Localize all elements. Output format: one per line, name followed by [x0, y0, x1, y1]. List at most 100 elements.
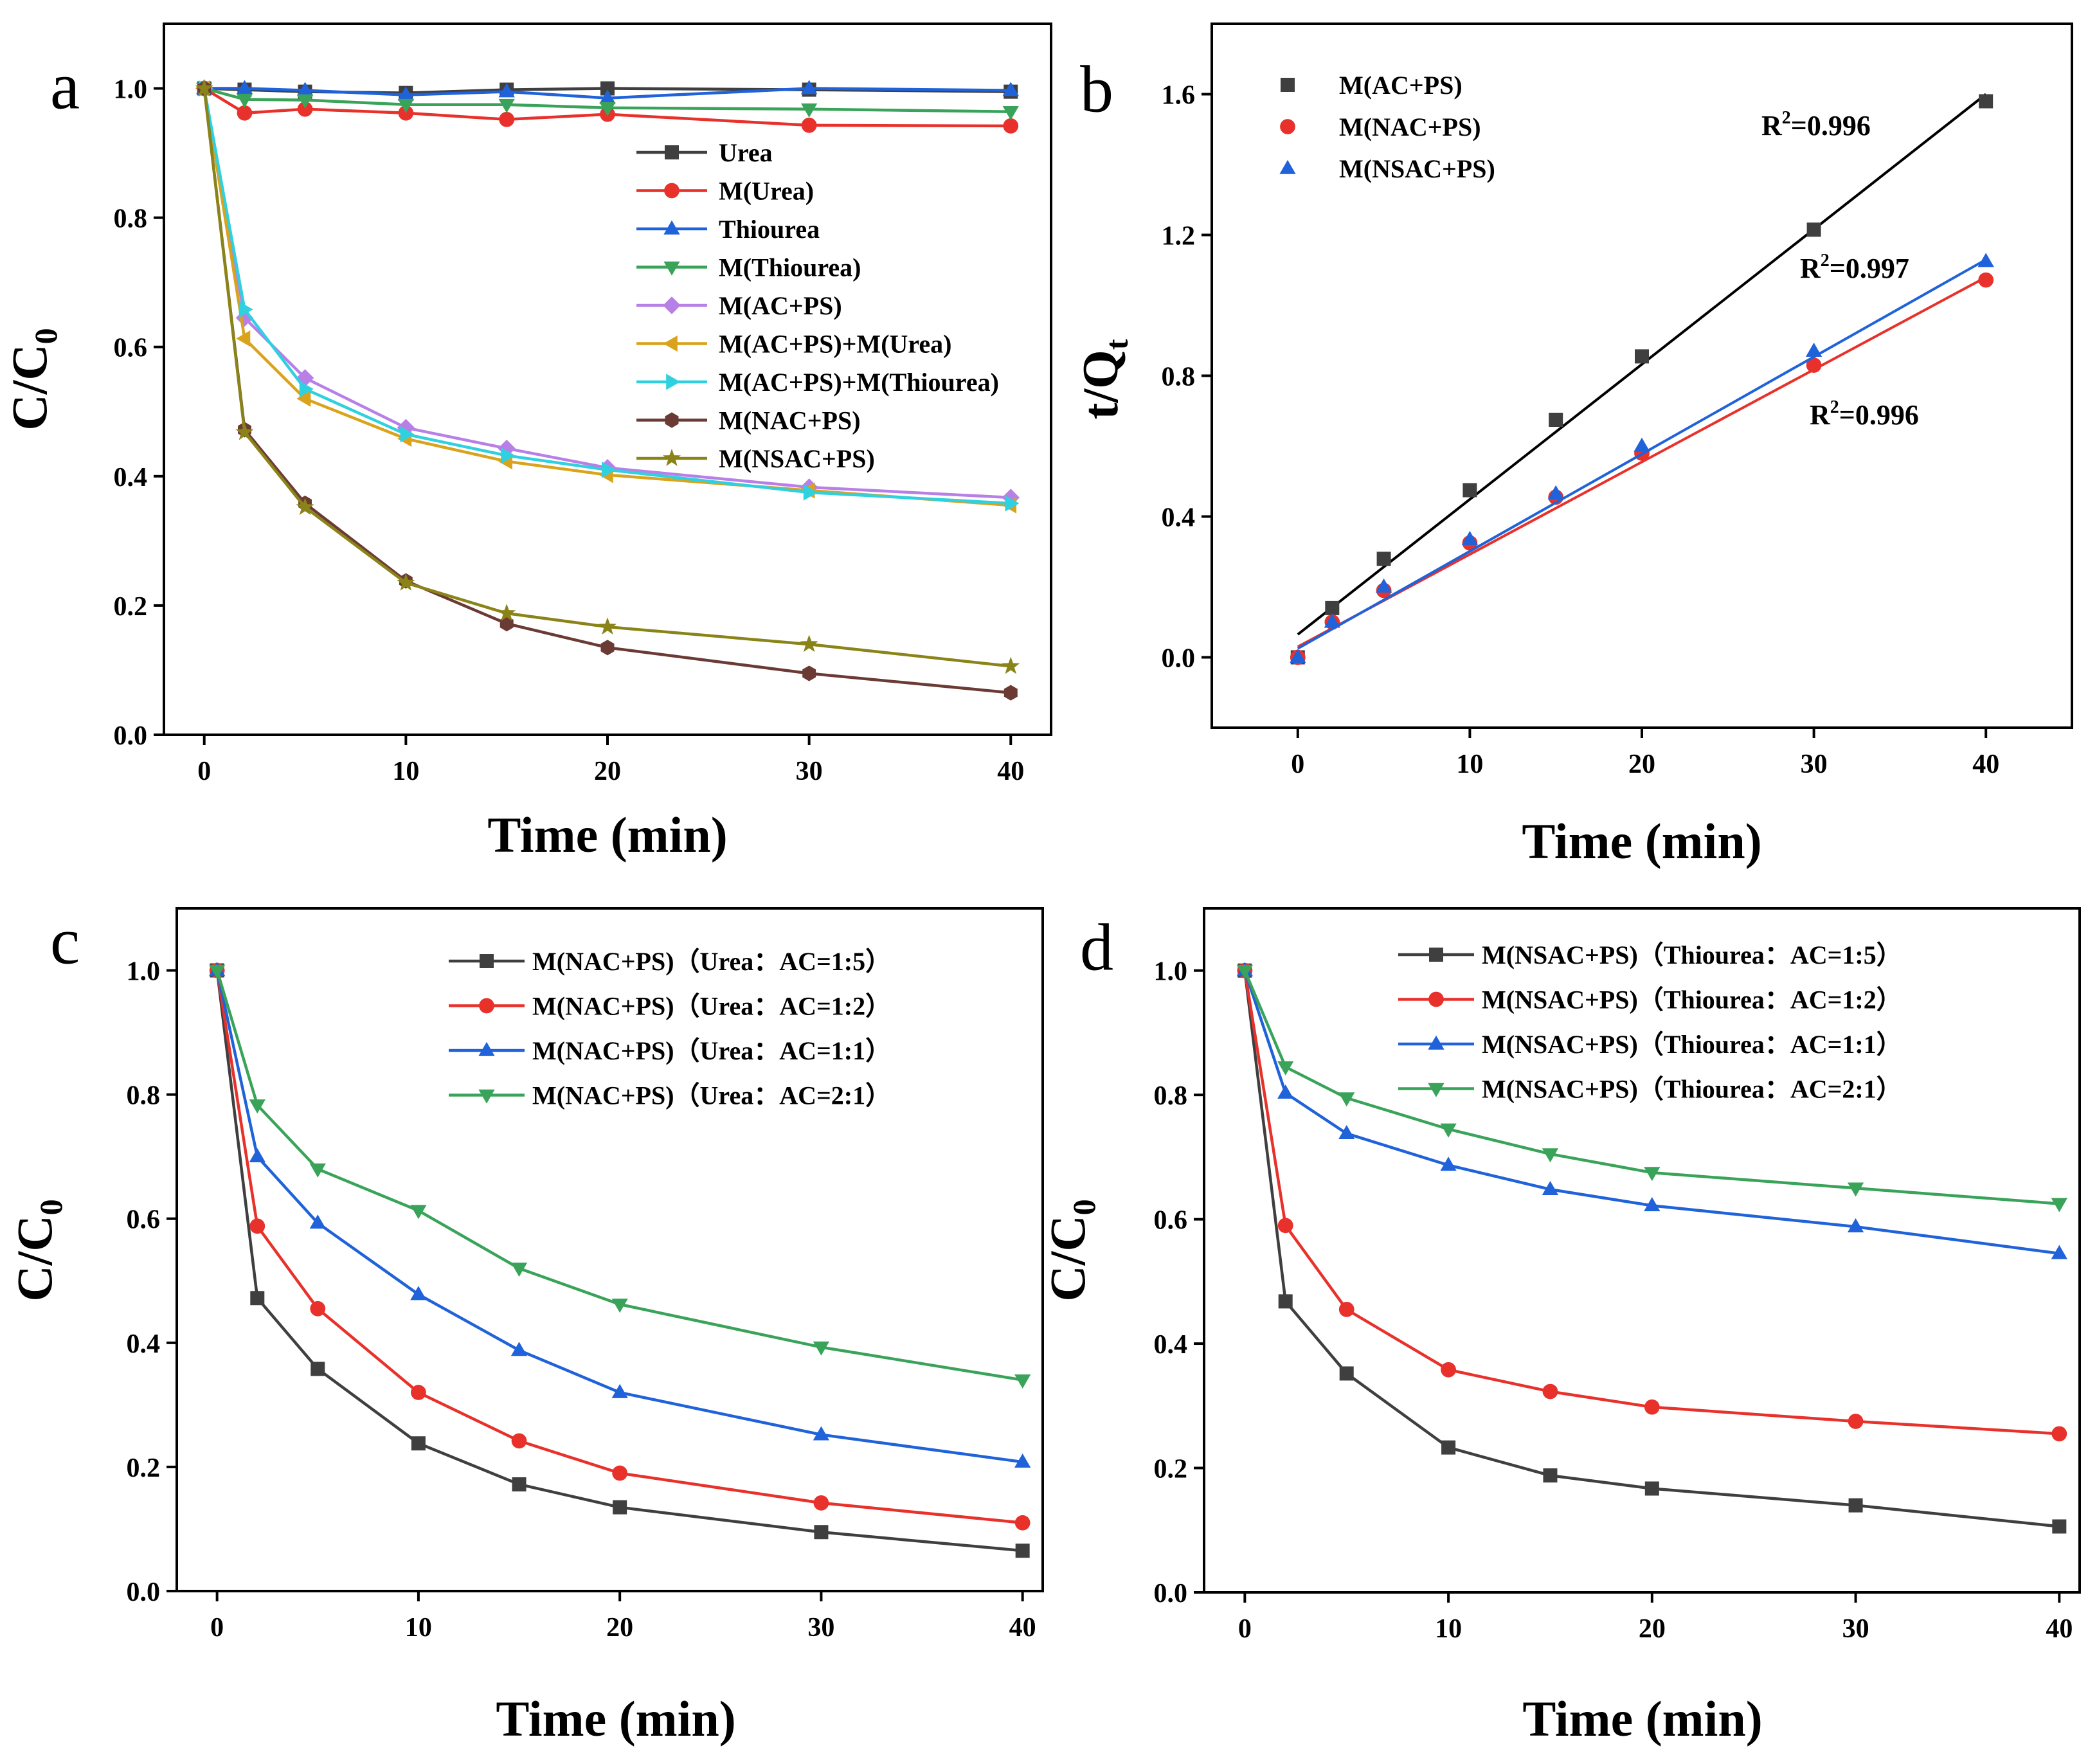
legend-item: M(Thiourea): [636, 253, 861, 282]
x-axis-title: Time (min): [496, 1691, 735, 1747]
y-tick-label: 0.0: [114, 721, 148, 751]
legend-marker: [665, 412, 679, 428]
legend-item: Urea: [636, 138, 773, 167]
data-point: [800, 634, 818, 652]
legend-item: M(NAC+PS)（Urea：AC=1:5）: [449, 947, 891, 976]
series-line: [1243, 970, 2060, 1528]
plot-area: [195, 78, 1020, 701]
y-tick-label: 0.6: [127, 1205, 161, 1235]
series-m-nac-ps-urea-ac-2-1: [209, 964, 1031, 1389]
legend-marker: [478, 1089, 495, 1104]
data-point: [1542, 1148, 1559, 1163]
x-tick-label: 40: [2046, 1614, 2073, 1644]
legend-label: M(NAC+PS)（Urea：AC=2:1）: [532, 1081, 891, 1110]
data-point: [498, 98, 515, 113]
legend-item: M(AC+PS): [1281, 71, 1462, 100]
data-point: [510, 1263, 528, 1277]
data-point: [1278, 1294, 1293, 1309]
series-line: [1243, 969, 2060, 1205]
plot-frame: [176, 907, 1044, 1592]
data-point: [1324, 613, 1340, 628]
legend-label: M(Thiourea): [719, 253, 861, 282]
data-point: [814, 1525, 829, 1540]
data-point: [1002, 82, 1019, 96]
data-point: [1542, 1181, 1559, 1196]
legend-marker: [1279, 159, 1296, 174]
legend-marker: [1428, 1035, 1444, 1050]
data-point: [613, 1500, 627, 1515]
data-point: [239, 301, 253, 318]
data-point: [411, 1436, 426, 1451]
y-tick-label: 0.4: [114, 463, 148, 492]
data-point: [296, 94, 314, 109]
legend-label: Thiourea: [719, 215, 820, 244]
legend-item: M(NSAC+PS)（Thiourea：AC=1:5）: [1398, 941, 1902, 969]
legend-marker: [1429, 948, 1443, 962]
y-axis-title: t/Qt: [1072, 339, 1135, 419]
data-point: [1805, 342, 1823, 357]
data-point: [1847, 1218, 1864, 1233]
y-axis-title-subscript: t: [1099, 339, 1135, 350]
y-tick-label: 0.8: [114, 204, 148, 234]
y-tick-label: 0.0: [1154, 1579, 1188, 1608]
series-line: [203, 87, 1011, 128]
data-point: [813, 1426, 830, 1441]
data-point: [800, 80, 818, 94]
data-point: [1003, 118, 1019, 134]
data-point: [1978, 272, 1994, 288]
panel-b: b 0 10 20 30 40 0.0 0.4 0.8 1.2 1.6 Time (min) t/Qt M…: [1072, 22, 2073, 869]
data-point: [310, 1362, 325, 1376]
data-point: [1014, 1453, 1031, 1468]
y-tick-label: 1.2: [1162, 222, 1196, 251]
legend-item: M(AC+PS)+M(Urea): [636, 330, 952, 359]
x-tick-label: 30: [807, 1613, 834, 1643]
panel-c: c 0 10 20 30 40 0.0 0.2 0.4 0.6 0.8 1.0 Time (min) C/…: [6, 905, 1044, 1747]
legend-label: M(NAC+PS): [719, 406, 861, 435]
data-point: [1644, 1481, 1659, 1496]
data-point: [501, 447, 516, 464]
data-point: [1002, 105, 1019, 120]
y-tick-label: 0.8: [1162, 363, 1196, 392]
data-point: [1014, 1374, 1031, 1389]
legend-label: M(NSAC+PS)（Thiourea：AC=1:2）: [1482, 986, 1902, 1014]
data-point: [801, 117, 817, 133]
data-point: [249, 1218, 266, 1234]
series-line: [204, 87, 1011, 100]
x-axis-title: Time (min): [1522, 813, 1761, 869]
y-tick-label: 0.6: [114, 334, 148, 363]
legend-marker: [663, 296, 681, 314]
data-point: [1014, 1515, 1030, 1531]
data-point: [410, 1286, 427, 1300]
data-point: [1806, 357, 1822, 373]
data-point: [2052, 1519, 2067, 1534]
y-axis-title-subscript: 0: [33, 1199, 69, 1215]
legend: Urea M(Urea) Thiourea M(Thiourea) M(AC+PS) M(…: [636, 138, 999, 473]
data-point: [611, 1383, 628, 1398]
data-point: [512, 1477, 526, 1491]
legend-item: M(NSAC+PS): [636, 444, 875, 473]
y-tick-label: 0.6: [1154, 1206, 1188, 1236]
y-tick-label: 1.6: [1162, 81, 1196, 111]
legend-item: M(AC+PS): [636, 291, 842, 320]
y-axis-title-subscript: 0: [28, 328, 64, 344]
data-point: [2051, 1245, 2067, 1259]
data-point: [1461, 530, 1479, 545]
data-point: [1847, 1182, 1864, 1197]
legend-marker: [666, 374, 681, 390]
legend-label: M(AC+PS): [719, 291, 842, 320]
data-point: [1549, 412, 1563, 427]
data-point: [410, 1205, 427, 1220]
panel-letter: c: [50, 905, 80, 978]
data-point: [1440, 1156, 1457, 1171]
legend-label: M(NSAC+PS)（Thiourea：AC=1:5）: [1482, 941, 1902, 969]
data-point: [1848, 1414, 1864, 1429]
legend-item: Thiourea: [636, 215, 820, 244]
data-point: [250, 1291, 265, 1306]
data-point: [235, 422, 254, 440]
panel-d: d 0 10 20 30 40 0.0 0.2 0.4 0.6 0.8 1.0 Time (min) C/…: [1040, 907, 2081, 1747]
data-point: [1375, 578, 1392, 593]
x-tick-label: 10: [392, 757, 419, 786]
legend-label: M(NSAC+PS)（Thiourea：AC=1:1）: [1482, 1030, 1902, 1059]
